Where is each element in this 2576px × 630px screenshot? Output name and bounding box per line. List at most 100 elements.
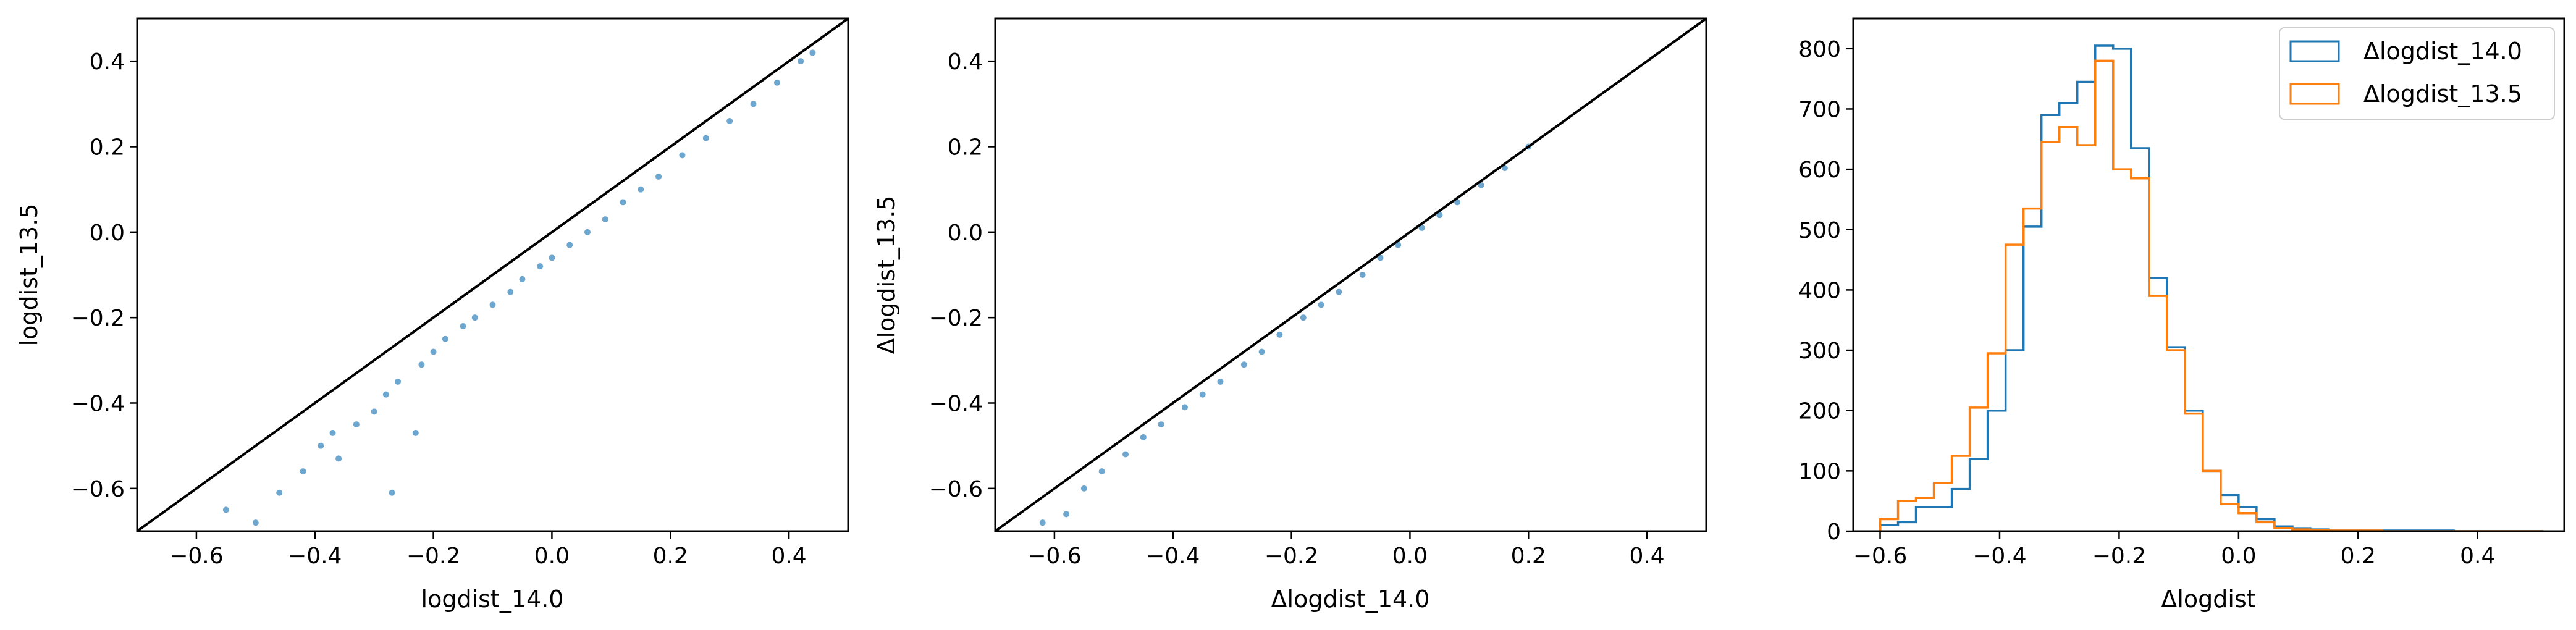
scatter-point <box>1140 434 1147 440</box>
scatter-point <box>471 314 478 321</box>
scatter-point <box>371 408 377 415</box>
scatter-point <box>1501 165 1508 172</box>
y-tick-label: −0.6 <box>929 477 983 502</box>
scatter-point <box>1377 254 1384 261</box>
legend-label-series-1: Δlogdist_14.0 <box>2363 38 2522 65</box>
y-tick-label: −0.2 <box>929 306 983 331</box>
panel-3-axes-frame <box>1852 17 2565 532</box>
scatter-point <box>1336 288 1342 295</box>
scatter-point <box>1122 451 1129 458</box>
scatter-point <box>389 489 395 496</box>
scatter-point <box>1359 272 1366 278</box>
legend-swatch-series-2 <box>2289 83 2340 105</box>
x-tick-label: 0.2 <box>2341 544 2376 569</box>
x-tick-label: −0.2 <box>1265 544 1318 569</box>
histogram-step-series-2 <box>1879 59 2544 531</box>
panel-1-scatter-points <box>222 49 816 526</box>
legend-frame <box>2279 27 2555 120</box>
scatter-point <box>702 135 709 141</box>
y-tick-label: 400 <box>1798 278 1841 303</box>
panel-1: −0.6 −0.4 −0.2 0.0 0.2 0.4 −0.6 −0.4 −0.2 0.0 0.2… <box>15 17 849 613</box>
panel-2: −0.6 −0.4 −0.2 0.0 0.2 0.4 −0.6 −0.4 −0.2 0.0 0.2… <box>873 17 1707 613</box>
scatter-point <box>412 429 419 436</box>
scatter-point <box>460 323 466 329</box>
y-tick-label: −0.6 <box>71 477 125 502</box>
reference-line <box>137 19 848 531</box>
scatter-point <box>329 429 336 436</box>
scatter-point <box>638 186 644 193</box>
scatter-point <box>1217 378 1224 385</box>
scatter-point <box>395 378 402 385</box>
scatter-point <box>1158 421 1164 428</box>
panel-1-x-axis-label: logdist_14.0 <box>421 586 564 613</box>
panel-3-legend: Δlogdist_14.0 Δlogdist_13.5 <box>2279 27 2555 120</box>
x-tick-label: −0.2 <box>406 544 460 569</box>
scatter-point <box>1454 199 1461 206</box>
panel-2-y-axis-label: Δlogdist_13.5 <box>873 196 900 355</box>
panel-2-x-ticks: −0.6 −0.4 −0.2 0.0 0.2 0.4 <box>1027 531 1665 569</box>
y-tick-label: 0.4 <box>90 49 125 75</box>
scatter-point <box>655 173 662 180</box>
panel-2-y-ticks: −0.6 −0.4 −0.2 0.0 0.2 0.4 <box>929 49 995 502</box>
y-tick-label: 0.0 <box>948 220 983 246</box>
y-tick-label: 600 <box>1798 158 1841 183</box>
scatter-point <box>318 442 324 449</box>
scatter-point <box>566 242 573 248</box>
scatter-point <box>382 391 389 398</box>
legend-label-series-2: Δlogdist_13.5 <box>2363 80 2522 107</box>
x-tick-label: 0.0 <box>534 544 570 569</box>
scatter-point <box>353 421 360 428</box>
scatter-point <box>620 199 626 206</box>
y-tick-label: 0.4 <box>948 49 983 75</box>
x-tick-label: 0.4 <box>1629 544 1664 569</box>
scatter-point <box>1478 182 1484 188</box>
scatter-point <box>1300 314 1307 321</box>
scatter-point <box>507 288 514 295</box>
y-tick-label: 0.0 <box>90 220 125 246</box>
panel-1-reference-line-group <box>137 19 848 531</box>
y-tick-label: 0.2 <box>948 135 983 161</box>
reference-line <box>995 19 1706 531</box>
y-tick-label: 100 <box>1798 459 1841 484</box>
x-tick-label: 0.0 <box>1392 544 1428 569</box>
y-tick-label: 200 <box>1798 399 1841 424</box>
y-tick-label: −0.4 <box>71 392 125 417</box>
panel-1-axes-frame <box>136 17 849 532</box>
x-tick-label: −0.4 <box>288 544 342 569</box>
x-tick-label: −0.4 <box>1146 544 1200 569</box>
y-tick-label: −0.2 <box>71 306 125 331</box>
panel-2-reference-line-group <box>995 19 1706 531</box>
scatter-point <box>1063 511 1070 518</box>
y-tick-label: −0.4 <box>929 392 983 417</box>
panel-1-x-ticks: −0.6 −0.4 −0.2 0.0 0.2 0.4 <box>169 531 807 569</box>
y-tick-label: 300 <box>1798 338 1841 364</box>
scatter-point <box>222 506 229 513</box>
scatter-point <box>335 455 342 462</box>
panel-2-axes-frame <box>994 17 1707 532</box>
panel-2-scatter-points <box>1039 143 1532 526</box>
panel-3-x-ticks: −0.6 −0.4 −0.2 0.0 0.2 0.4 <box>1853 531 2495 569</box>
scatter-point <box>442 335 448 342</box>
x-tick-label: −0.6 <box>169 544 223 569</box>
y-tick-label: 700 <box>1798 97 1841 122</box>
x-tick-label: 0.2 <box>653 544 688 569</box>
y-tick-label: 800 <box>1798 37 1841 62</box>
scatter-point <box>1258 348 1265 355</box>
x-tick-label: −0.4 <box>1972 544 2026 569</box>
scatter-point <box>750 101 757 107</box>
scatter-point <box>584 229 591 235</box>
panel-3-y-ticks: 0 100 200 300 400 500 600 700 800 <box>1798 37 1853 545</box>
scatter-point <box>1181 404 1188 411</box>
scatter-point <box>726 118 733 124</box>
scatter-point <box>1199 391 1206 398</box>
x-tick-label: 0.0 <box>2221 544 2256 569</box>
scatter-point <box>519 275 526 282</box>
scatter-point <box>300 468 306 475</box>
x-tick-label: 0.4 <box>771 544 806 569</box>
scatter-point <box>430 348 437 355</box>
scatter-point <box>1240 361 1247 368</box>
panel-1-y-ticks: −0.6 −0.4 −0.2 0.0 0.2 0.4 <box>71 49 137 502</box>
scatter-point <box>602 216 608 223</box>
panel-2-x-axis-label: Δlogdist_14.0 <box>1271 586 1430 613</box>
scatter-point <box>1418 224 1425 231</box>
